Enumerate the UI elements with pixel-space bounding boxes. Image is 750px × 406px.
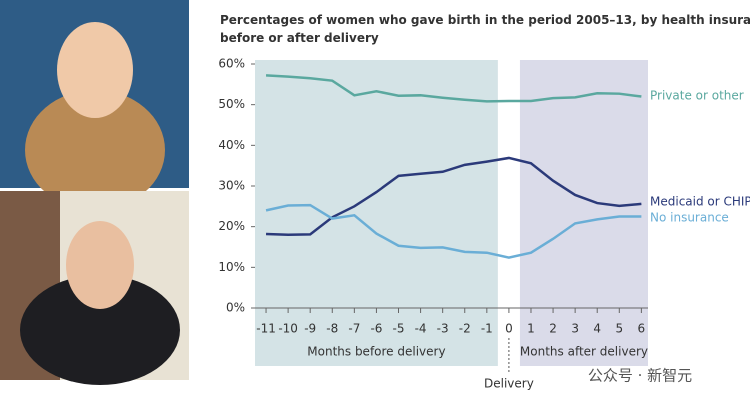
y-tick-label: 20% (218, 219, 245, 233)
x-tick-label: 3 (571, 322, 579, 336)
x-tick-label: 2 (549, 322, 557, 336)
watermark: 公众号 · 新智元 (588, 367, 692, 385)
x-tick-label: -11 (256, 322, 276, 336)
delivery-label: Delivery (484, 377, 534, 391)
x-tick-label: -6 (370, 322, 382, 336)
photo-jacket (20, 275, 180, 385)
y-tick-label: 30% (218, 179, 245, 193)
photo-face (57, 22, 133, 118)
x-tick-label: 0 (505, 322, 513, 336)
legend-label: No insurance (650, 211, 729, 225)
region (519, 60, 648, 366)
x-tick-label: -8 (326, 322, 338, 336)
x-tick-label: 4 (593, 322, 601, 336)
y-tick-label: 60% (218, 57, 245, 71)
legend-label: Private or other (650, 89, 744, 103)
x-tick-label: -5 (393, 322, 405, 336)
photo-face (66, 221, 134, 309)
y-tick-label: 10% (218, 260, 245, 274)
x-tick-label: 1 (527, 322, 535, 336)
photo-hair (25, 90, 165, 210)
line (265, 156, 642, 237)
plot: Months before delivery Months after deliv… (218, 57, 750, 391)
y-tick-label: 40% (218, 138, 245, 152)
x-tick-label: -7 (348, 322, 360, 336)
x-tick-label: -9 (304, 322, 316, 336)
y-tick-label: 50% (218, 97, 245, 111)
x-tick-label: 6 (638, 322, 646, 336)
line (265, 74, 642, 103)
x-tick-label: -2 (459, 322, 471, 336)
x-tick-label: 5 (615, 322, 623, 336)
chart-title: Percentages of women who gave birth in t… (220, 13, 750, 45)
legend-label: Medicaid or CHIP (650, 195, 750, 209)
title-line: before or after delivery (220, 31, 379, 45)
region-label: Months after delivery (520, 345, 648, 359)
line (265, 203, 642, 259)
title-line: Percentages of women who gave birth in t… (220, 13, 750, 27)
x-tick-label: -3 (437, 322, 449, 336)
x-tick-label: -1 (481, 322, 493, 336)
x-tick-label: -4 (415, 322, 427, 336)
y-tick-label: 0% (226, 301, 245, 315)
photos (0, 0, 189, 385)
region-label: Months before delivery (307, 345, 445, 359)
region (255, 60, 498, 366)
x-tick-label: -10 (278, 322, 298, 336)
